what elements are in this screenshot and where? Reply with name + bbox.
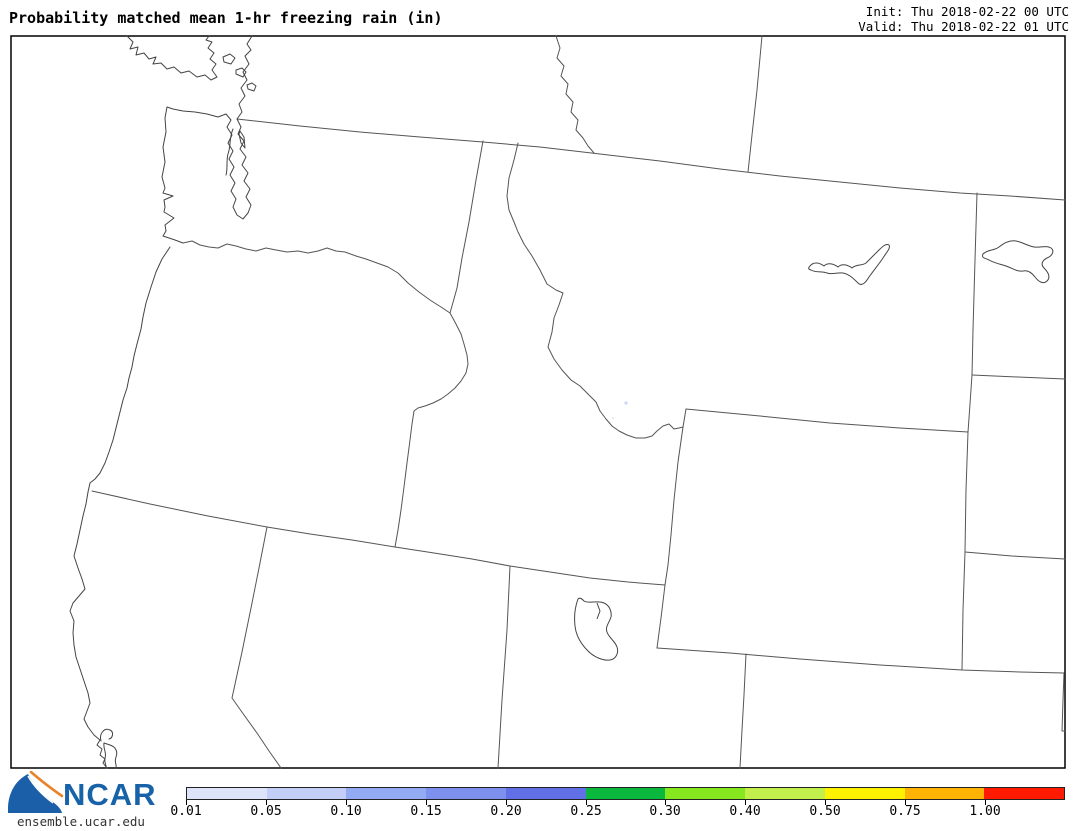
id-mt-border [506,142,684,439]
colorbar-segment [984,788,1065,799]
wa-or-border [182,240,451,314]
precip-speck-faint [611,416,615,420]
colorbar-tick-label: 0.20 [490,804,522,819]
colorbar-tick-label: 0.05 [250,804,282,819]
colorbar-tick-label: 0.15 [410,804,442,819]
colorbar-tick-label: 0.40 [729,804,761,819]
colorbar-segment [904,788,985,799]
colorbar-tick-label: 0.10 [330,804,362,819]
great-salt-lake [574,597,619,661]
colorbar-tick-label: 1.00 [969,804,1001,819]
or-id-border [394,312,469,548]
colorbar-segment [187,788,267,799]
colorbar-tick [825,800,826,805]
colorbar-segment [665,788,746,799]
us-canada-border [236,118,1066,201]
great-salt-lake-promontory [596,602,601,620]
ncar-logo: NCAR ensemble.ucar.edu [6,771,181,829]
colorbar-tick-label: 0.25 [570,804,602,819]
sd-ne-border [964,551,1066,560]
swoosh-highlight [27,775,54,804]
colorbar [186,787,1065,800]
colorbar-segment [426,788,506,799]
bc-ab-border [555,35,595,154]
colorbar-segment [266,788,347,799]
colorbar-tick [266,800,267,805]
colorbar-segment [745,788,825,799]
meridian-104w-border [961,192,978,671]
map-frame [10,35,1066,769]
colorbar-tick [905,800,906,805]
swoosh-blue-shape [8,774,62,813]
precip-speck [624,401,628,405]
wy-west-border [656,408,687,649]
colorbar-ticks [186,800,1065,806]
ncar-swoosh-icon [8,771,64,813]
vancouver-island-coast [126,35,218,81]
parallel-42n-border [91,490,666,586]
colorbar-segment [505,788,586,799]
ab-sk-border [747,35,763,173]
lake-sakakawea [982,240,1054,284]
colorbar-tick [346,800,347,805]
mt-wy-border [685,408,969,433]
page-title: Probability matched mean 1-hr freezing r… [9,9,443,27]
wa-id-border [449,140,484,314]
colorbar-segment [824,788,905,799]
ca-nv-border [231,526,282,769]
wy-south-border [656,647,1065,674]
puget-sound-details [225,128,246,176]
pacific-coastline [69,35,253,769]
run-time-block: Init: Thu 2018-02-22 00 UTC Valid: Thu 2… [858,4,1069,34]
colorbar-tick [985,800,986,805]
colorbar-segment [585,788,666,799]
nv-ut-border [497,565,511,769]
colorbar-segment [346,788,427,799]
lake-fort-peck [808,244,890,285]
ncar-wordmark: NCAR [63,777,157,812]
valid-time-label: Valid: Thu 2018-02-22 01 UTC [858,19,1069,34]
san-juan-islands [222,53,257,92]
nd-sd-border [971,374,1066,380]
colorbar-tick [186,800,187,805]
co-east-border [1061,672,1066,732]
colorbar-tick [745,800,746,805]
colorbar-tick-label: 0.75 [889,804,921,819]
swoosh-orange-arc [29,771,64,798]
colorbar-tick [586,800,587,805]
site-url-text: ensemble.ucar.edu [17,814,145,829]
colorbar-tick [665,800,666,805]
colorbar-tick [506,800,507,805]
colorbar-tick-label: 0.30 [649,804,681,819]
colorbar-labels: 0.01 0.05 0.10 0.15 0.20 0.25 0.30 0.40 0.50 0.75… [170,804,1065,820]
init-time-label: Init: Thu 2018-02-22 00 UTC [865,4,1069,19]
colorbar-tick [426,800,427,805]
colorbar-tick-label: 0.01 [170,804,202,819]
colorbar-tick-label: 0.50 [809,804,841,819]
san-francisco-bay [100,728,118,769]
ut-co-border [739,653,747,769]
